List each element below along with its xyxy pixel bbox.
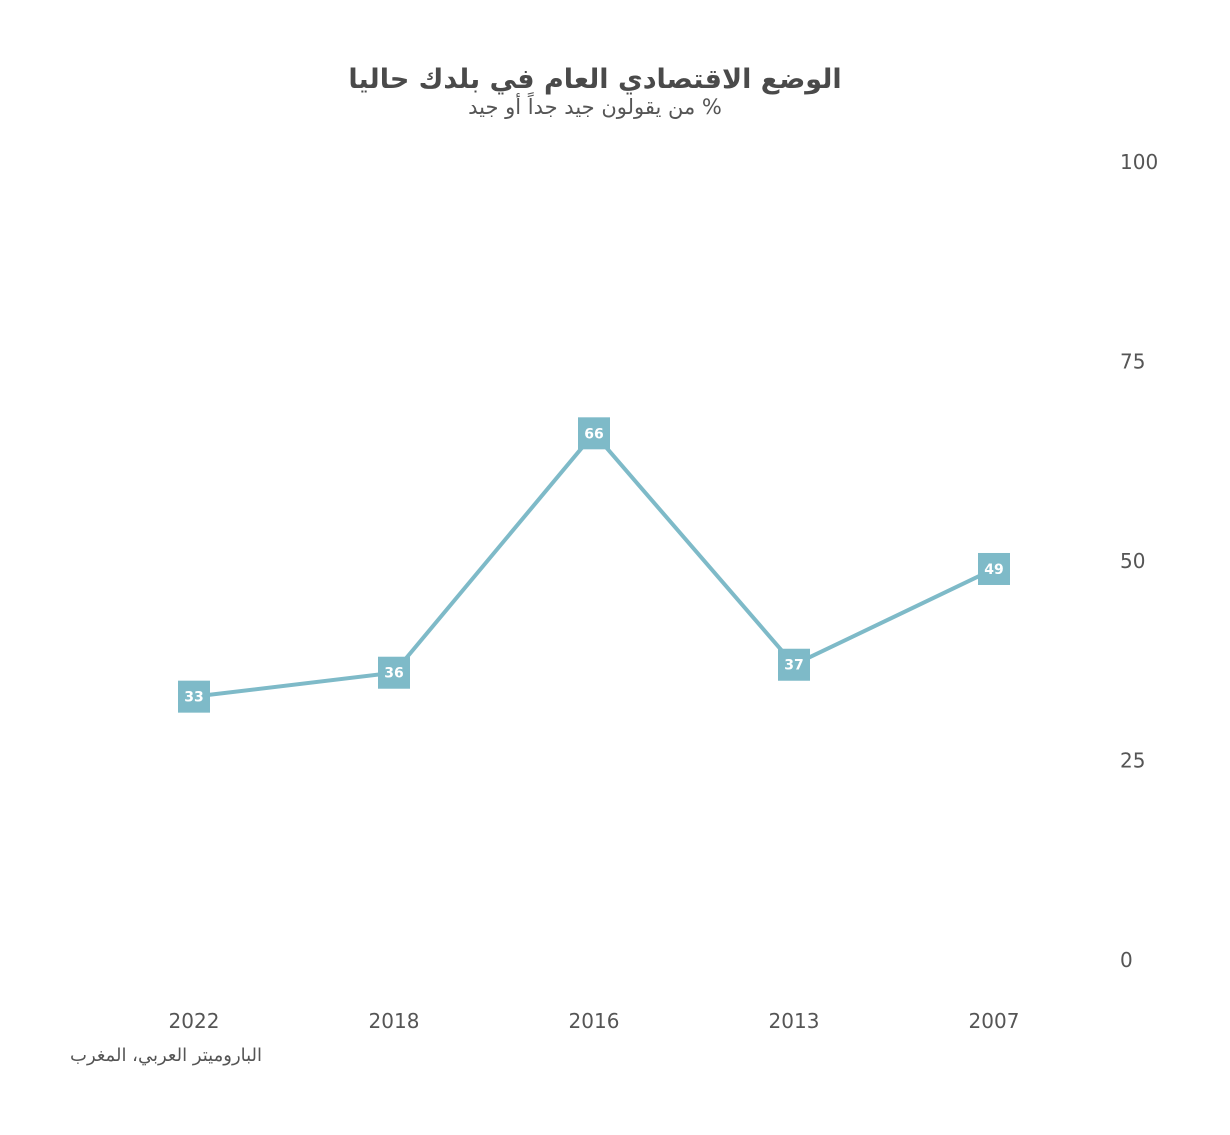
data-point-marker	[578, 417, 610, 450]
x-tick-label: 2007	[969, 1009, 1020, 1033]
data-label: 66	[584, 426, 603, 442]
data-label: 37	[784, 658, 803, 674]
data-point: 33	[178, 680, 210, 713]
data-label: 33	[184, 690, 203, 706]
data-label: 36	[384, 666, 403, 682]
x-axis: 2022 2018 2016 2013 2007	[169, 1009, 1020, 1033]
data-point: 49	[978, 552, 1010, 585]
data-point-marker	[378, 656, 410, 689]
y-tick-label: 100	[1120, 150, 1158, 174]
x-tick-label: 2013	[769, 1009, 820, 1033]
data-point-marker	[978, 552, 1010, 585]
chart-source: الباروميتر العربي، المغرب	[70, 1045, 263, 1066]
chart-subtitle: % من يقولون جيد جداً أو جيد	[468, 95, 722, 119]
y-axis: 100 75 50 25 0	[1120, 150, 1158, 972]
chart-title: الوضع الاقتصادي العام في بلدك حاليا	[348, 64, 842, 95]
y-tick-label: 75	[1120, 350, 1145, 374]
data-point: 66	[578, 417, 610, 450]
y-tick-label: 25	[1120, 749, 1145, 773]
data-point-marker	[178, 680, 210, 713]
x-tick-label: 2016	[569, 1009, 620, 1033]
series-line	[193, 431, 995, 699]
y-tick-label: 0	[1120, 948, 1133, 972]
series-group	[193, 431, 995, 699]
markers-group: 33 36 66 37 49	[178, 417, 1010, 713]
y-tick-label: 50	[1120, 549, 1145, 573]
data-point-marker	[778, 648, 810, 681]
data-point: 36	[378, 656, 410, 689]
x-tick-label: 2022	[169, 1009, 220, 1033]
data-label: 49	[984, 562, 1003, 578]
data-point: 37	[778, 648, 810, 681]
x-tick-label: 2018	[369, 1009, 420, 1033]
